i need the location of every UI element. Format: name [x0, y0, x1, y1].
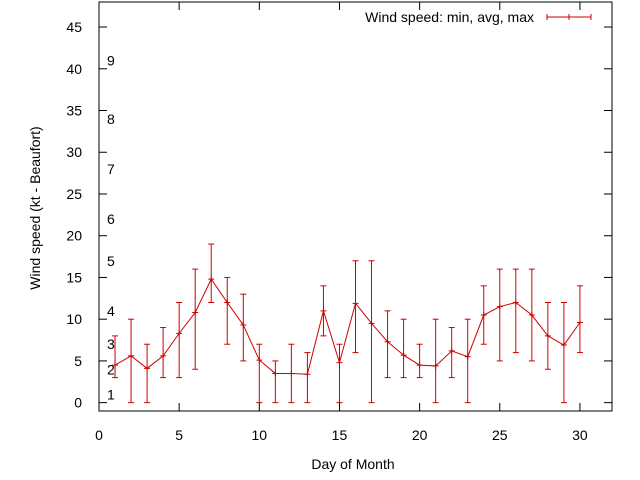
avg-point — [336, 359, 343, 366]
avg-point — [480, 312, 487, 319]
avg-point — [272, 370, 279, 377]
beaufort-label: 5 — [107, 253, 115, 269]
avg-point — [464, 353, 471, 360]
x-tick-label: 30 — [572, 427, 588, 443]
avg-point — [528, 312, 535, 319]
avg-point — [576, 319, 583, 326]
x-tick-label: 0 — [95, 427, 103, 443]
avg-point — [416, 362, 423, 369]
beaufort-label: 7 — [107, 161, 115, 177]
beaufort-label: 8 — [107, 111, 115, 127]
beaufort-label: 3 — [107, 336, 115, 352]
avg-point — [560, 342, 567, 349]
legend: Wind speed: min, avg, max — [365, 9, 592, 25]
y-tick-label: 30 — [66, 144, 82, 160]
beaufort-label: 6 — [107, 211, 115, 227]
avg-line — [114, 278, 581, 375]
avg-point — [400, 352, 407, 359]
x-axis: 0 5 10 15 20 25 30 — [95, 2, 588, 443]
avg-point — [496, 303, 503, 310]
y-tick-label: 15 — [66, 269, 82, 285]
avg-point — [160, 352, 167, 359]
avg-point — [368, 320, 375, 327]
beaufort-label: 4 — [107, 303, 115, 319]
beaufort-label: 2 — [107, 361, 115, 377]
legend-marker — [566, 14, 572, 20]
y-tick-label: 5 — [74, 353, 82, 369]
plot-frame — [98, 1, 613, 412]
avg-point — [176, 330, 183, 337]
avg-point — [448, 347, 455, 354]
avg-point — [224, 299, 231, 306]
beaufort-label: 1 — [107, 386, 115, 402]
avg-point — [128, 352, 135, 359]
avg-point — [512, 299, 519, 306]
y-tick-label: 0 — [74, 395, 82, 411]
avg-point — [144, 365, 151, 372]
avg-point — [384, 338, 391, 345]
y-axis-label: Wind speed (kt - Beaufort) — [27, 126, 43, 289]
y-tick-label: 45 — [66, 19, 82, 35]
legend-sample — [546, 14, 592, 20]
beaufort-scale: 1 2 3 4 5 6 7 8 9 — [107, 52, 115, 402]
plot-area-border — [98, 1, 613, 412]
x-tick-label: 25 — [492, 427, 508, 443]
avg-point — [112, 362, 119, 369]
avg-point — [432, 362, 439, 369]
x-axis-label: Day of Month — [311, 456, 394, 472]
avg-point — [304, 371, 311, 378]
legend-label: Wind speed: min, avg, max — [365, 9, 534, 25]
avg-point — [544, 332, 551, 339]
avg-point — [352, 300, 359, 307]
avg-point — [240, 322, 247, 329]
y-tick-label: 40 — [66, 61, 82, 77]
series-line — [112, 276, 583, 378]
y-tick-label: 25 — [66, 186, 82, 202]
avg-point — [208, 276, 215, 283]
y-tick-label: 10 — [66, 311, 82, 327]
x-tick-label: 10 — [252, 427, 268, 443]
x-tick-label: 5 — [175, 427, 183, 443]
x-tick-label: 15 — [332, 427, 348, 443]
x-tick-label: 20 — [412, 427, 428, 443]
y-tick-label: 20 — [66, 228, 82, 244]
avg-point — [192, 309, 199, 316]
avg-point — [320, 307, 327, 314]
y-tick-label: 35 — [66, 103, 82, 119]
avg-point — [288, 370, 295, 377]
avg-point — [256, 357, 263, 364]
beaufort-label: 9 — [107, 52, 115, 68]
